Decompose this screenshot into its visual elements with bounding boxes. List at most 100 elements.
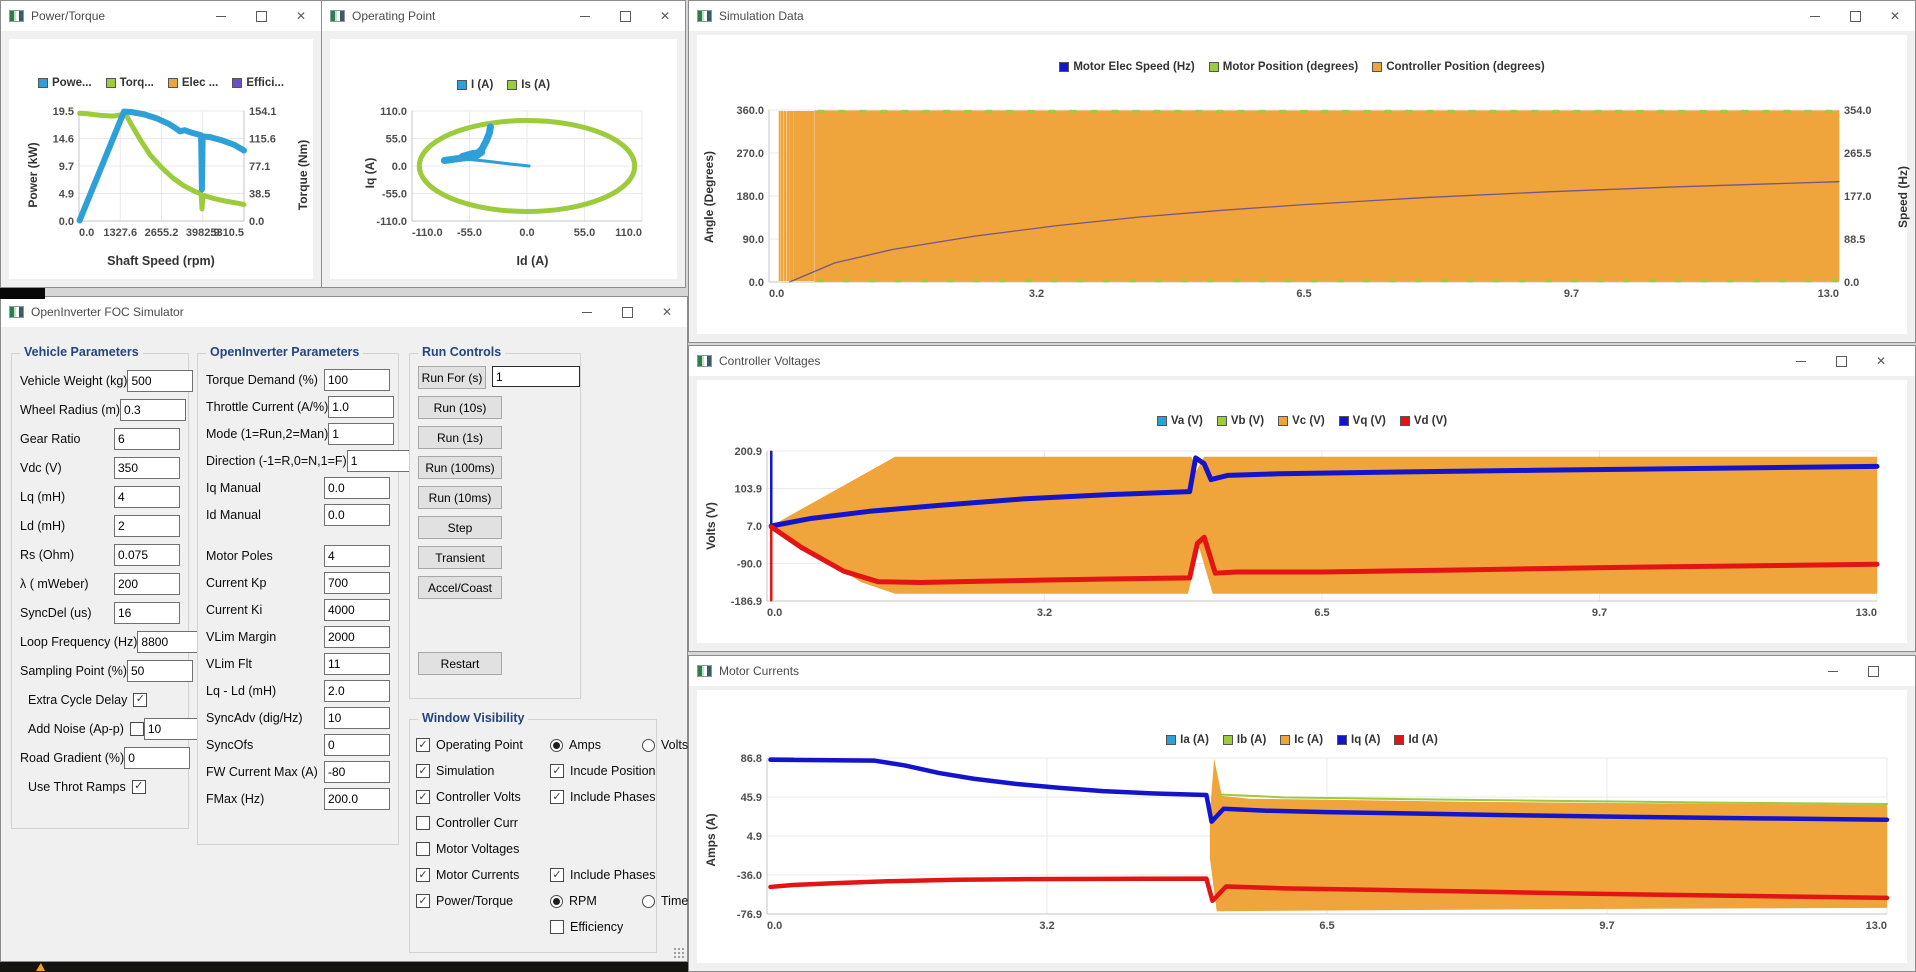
maximize-button[interactable] xyxy=(605,1,645,31)
radio-button[interactable] xyxy=(550,738,563,752)
checkbox[interactable] xyxy=(416,816,430,830)
minimize-button[interactable] xyxy=(1813,656,1853,686)
param-input[interactable] xyxy=(324,625,390,648)
param-input[interactable] xyxy=(328,395,395,418)
param-input[interactable] xyxy=(328,422,395,445)
param-row: VLim Flt xyxy=(198,650,398,677)
minimize-button[interactable] xyxy=(567,297,607,327)
param-input[interactable] xyxy=(324,652,390,675)
run-for-button[interactable]: Run For (s) xyxy=(418,366,486,389)
checkbox[interactable]: ✓ xyxy=(416,738,430,752)
maximize-button[interactable] xyxy=(607,297,647,327)
restart-button[interactable]: Restart xyxy=(418,652,502,675)
param-label: Sampling Point (%) xyxy=(20,663,127,678)
maximize-button[interactable] xyxy=(1835,1,1875,31)
run-button-run-1s-[interactable]: Run (1s) xyxy=(418,426,502,449)
param-input[interactable] xyxy=(324,598,390,621)
checkbox[interactable]: ✓ xyxy=(416,868,430,882)
maximize-button[interactable] xyxy=(1821,346,1861,376)
legend-item: Id (A) xyxy=(1394,734,1438,746)
param-input[interactable] xyxy=(346,449,413,472)
legend-label: Elec ... xyxy=(181,77,219,89)
param-input[interactable] xyxy=(114,572,180,595)
param-label: Mode (1=Run,2=Man) xyxy=(206,426,329,441)
param-input[interactable] xyxy=(114,601,180,624)
radio-button[interactable] xyxy=(642,738,655,752)
param-input[interactable] xyxy=(114,514,180,537)
checkbox[interactable]: ✓ xyxy=(416,764,430,778)
taskbar-app-icon[interactable] xyxy=(36,963,45,971)
legend-item: Vd (V) xyxy=(1399,415,1447,427)
param-input[interactable] xyxy=(324,368,390,391)
maximize-icon xyxy=(1835,355,1847,367)
param-input[interactable] xyxy=(324,544,390,567)
resize-grip[interactable] xyxy=(673,947,684,958)
close-button[interactable]: ✕ xyxy=(281,1,321,31)
minimize-icon xyxy=(216,15,226,17)
param-input[interactable] xyxy=(124,746,191,769)
option-label: Include Phases xyxy=(570,868,656,882)
close-button[interactable]: ✕ xyxy=(1875,1,1915,31)
svg-text:14.6: 14.6 xyxy=(53,134,74,146)
chart-card: Va (V) Vb (V) Vc (V) Vq (V) Vd (V) Volts (V)… xyxy=(697,380,1907,643)
svg-text:3982.9: 3982.9 xyxy=(186,227,220,239)
window-title: Operating Point xyxy=(352,9,436,23)
radio-button[interactable] xyxy=(550,894,563,908)
param-input[interactable] xyxy=(324,706,390,729)
param-input[interactable] xyxy=(324,503,390,526)
param-input[interactable] xyxy=(324,760,390,783)
run-button-run-10ms-[interactable]: Run (10ms) xyxy=(418,486,502,509)
maximize-button[interactable] xyxy=(1853,656,1893,686)
checkbox[interactable]: ✓ xyxy=(550,790,564,804)
visibility-main: ✓ Controller Volts xyxy=(416,790,550,804)
close-button[interactable]: ✕ xyxy=(1861,346,1901,376)
y-axis-right-title: Torque (Nm) xyxy=(296,139,310,211)
option-label: Volts xyxy=(661,738,689,752)
param-input[interactable] xyxy=(114,543,180,566)
minimize-button[interactable] xyxy=(1781,346,1821,376)
radio-button[interactable] xyxy=(642,894,655,908)
svg-text:13.0: 13.0 xyxy=(1856,607,1877,619)
param-input[interactable] xyxy=(324,733,390,756)
checkbox[interactable]: ✓ xyxy=(550,868,564,882)
checkbox[interactable]: ✓ xyxy=(416,790,430,804)
maximize-button[interactable] xyxy=(241,1,281,31)
param-input[interactable] xyxy=(324,679,390,702)
chart-legend: Ia (A) Ib (A) Ic (A) Iq (A) Id (A) xyxy=(697,732,1907,748)
window-motor-currents: Motor Currents Ia (A) Ib (A) Ic (A) Iq (A) I… xyxy=(688,655,1916,972)
minimize-button[interactable] xyxy=(1795,1,1835,31)
minimize-button[interactable] xyxy=(565,1,605,31)
run-button-run-100ms-[interactable]: Run (100ms) xyxy=(418,456,502,479)
checkbox[interactable] xyxy=(550,920,564,934)
param-input[interactable] xyxy=(127,659,193,682)
param-input[interactable] xyxy=(324,476,390,499)
param-input[interactable] xyxy=(114,427,180,450)
checkbox[interactable] xyxy=(129,721,144,736)
svg-text:4.9: 4.9 xyxy=(747,831,762,843)
param-input[interactable] xyxy=(143,717,210,740)
param-input[interactable] xyxy=(137,630,204,653)
param-input[interactable] xyxy=(114,456,180,479)
run-button-transient[interactable]: Transient xyxy=(418,546,502,569)
minimize-button[interactable] xyxy=(201,1,241,31)
svg-text:38.5: 38.5 xyxy=(249,189,270,201)
checkbox-label: Operating Point xyxy=(436,738,523,752)
chart-area: Volts (V) 0.0 3.2 6.5 9.7 13.0 200.9 103.9 7.0 -… xyxy=(697,429,1907,634)
run-for-seconds-input[interactable] xyxy=(492,366,580,387)
checkbox[interactable]: ✓ xyxy=(416,894,430,908)
checkbox[interactable]: ✓ xyxy=(131,779,146,794)
param-input[interactable] xyxy=(120,398,187,421)
param-input[interactable] xyxy=(127,369,194,392)
run-button-run-10s-[interactable]: Run (10s) xyxy=(418,396,502,419)
checkbox[interactable] xyxy=(416,842,430,856)
run-button-accel-coast[interactable]: Accel/Coast xyxy=(418,576,502,599)
param-input[interactable] xyxy=(324,571,390,594)
checkbox[interactable]: ✓ xyxy=(133,692,148,707)
close-button[interactable]: ✕ xyxy=(645,1,685,31)
param-input[interactable] xyxy=(114,485,180,508)
close-button[interactable]: ✕ xyxy=(647,297,687,327)
param-input[interactable] xyxy=(324,787,390,810)
y-axis-title: Power (kW) xyxy=(26,142,40,208)
run-button-step[interactable]: Step xyxy=(418,516,502,539)
checkbox[interactable]: ✓ xyxy=(550,764,564,778)
